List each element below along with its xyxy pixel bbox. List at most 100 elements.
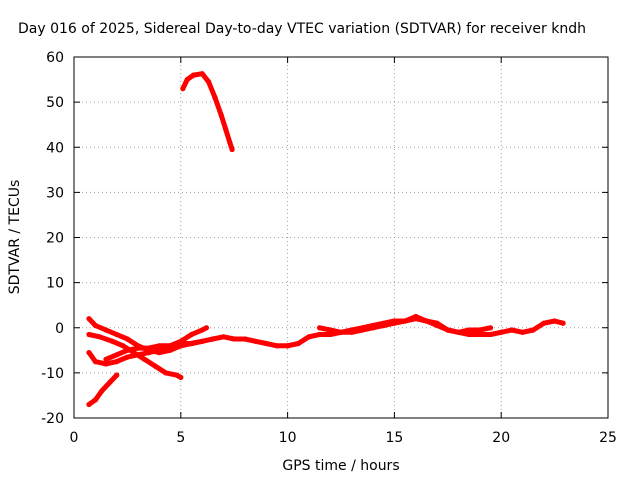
grid xyxy=(74,57,608,418)
data-point xyxy=(124,336,130,342)
data-point xyxy=(477,331,483,338)
data-point xyxy=(114,331,120,338)
data-point xyxy=(199,338,205,344)
data-point xyxy=(306,334,312,340)
data-point xyxy=(391,318,397,324)
data-point xyxy=(434,320,440,326)
data-point xyxy=(455,329,462,335)
x-tick-label: 20 xyxy=(492,430,510,446)
data-point xyxy=(231,336,237,342)
data-point xyxy=(317,331,323,338)
data-point xyxy=(466,331,472,338)
y-tick-label: 30 xyxy=(46,185,64,201)
data-point xyxy=(223,126,229,132)
axis-ticks: -20 -10 0 10 20 30 40 50 60 0 5 10 15 20 25 xyxy=(41,50,617,446)
data-point xyxy=(203,325,209,331)
x-tick-label: 15 xyxy=(385,430,403,446)
data-point xyxy=(188,331,195,338)
series-line-arc-mid-converge xyxy=(103,338,205,362)
data-point xyxy=(285,343,291,349)
data-point xyxy=(120,343,126,349)
data-point xyxy=(92,322,98,329)
data-point xyxy=(477,327,483,333)
chart-title: Day 016 of 2025, Sidereal Day-to-day VTE… xyxy=(18,21,586,37)
y-tick-label: 20 xyxy=(46,231,64,247)
data-point xyxy=(220,334,227,340)
data-point xyxy=(327,327,333,333)
data-point xyxy=(167,343,173,349)
data-point xyxy=(163,370,169,376)
data-point xyxy=(560,320,566,326)
data-point xyxy=(295,340,301,347)
y-tick-label: 50 xyxy=(46,95,64,111)
data-point xyxy=(370,322,376,329)
data-point xyxy=(135,352,141,358)
data-point xyxy=(86,401,92,408)
data-point xyxy=(552,318,558,324)
data-point xyxy=(146,345,152,351)
data-point xyxy=(402,318,408,324)
data-point xyxy=(199,327,205,333)
data-point xyxy=(274,343,280,349)
data-point xyxy=(124,354,130,360)
data-point xyxy=(86,331,92,338)
data-point xyxy=(327,331,333,338)
data-point xyxy=(103,356,109,362)
data-point xyxy=(103,327,109,333)
x-tick-label: 5 xyxy=(176,430,185,446)
data-point xyxy=(141,356,148,362)
data-point xyxy=(263,340,269,347)
data-point xyxy=(184,77,190,83)
data-point xyxy=(114,372,120,378)
data-point xyxy=(97,334,103,340)
data-point xyxy=(229,146,235,153)
y-tick-label: 10 xyxy=(46,276,64,292)
data-point xyxy=(317,325,323,331)
y-tick-label: 40 xyxy=(46,140,64,156)
data-point xyxy=(188,340,195,347)
data-point xyxy=(381,320,387,326)
data-point xyxy=(359,325,365,331)
data-point xyxy=(152,363,158,369)
data-point xyxy=(520,329,526,335)
data-point xyxy=(92,359,98,365)
data-point xyxy=(423,318,429,324)
data-point xyxy=(146,350,152,356)
data-point xyxy=(530,327,536,333)
data-point xyxy=(86,350,92,356)
data-point xyxy=(124,347,130,353)
data-point xyxy=(212,95,218,101)
data-point xyxy=(541,320,547,326)
y-tick-label: -20 xyxy=(41,411,64,427)
data-point xyxy=(114,352,120,358)
data-point xyxy=(487,325,494,331)
data-point xyxy=(99,388,105,394)
x-tick-label: 0 xyxy=(70,430,79,446)
data-point xyxy=(173,372,180,378)
data-point xyxy=(487,331,494,338)
data-point xyxy=(109,338,115,344)
data-point xyxy=(338,329,344,335)
y-tick-label: -10 xyxy=(41,366,64,382)
data-point xyxy=(413,313,419,320)
y-axis-label: SDTVAR / TECUs xyxy=(7,180,23,295)
data-point xyxy=(191,72,197,78)
data-point xyxy=(445,327,451,333)
x-tick-label: 10 xyxy=(279,430,297,446)
data-point xyxy=(199,71,205,77)
y-tick-label: 0 xyxy=(55,321,64,337)
data-point xyxy=(107,379,113,385)
data-point xyxy=(86,316,92,322)
data-point xyxy=(114,359,120,365)
series-layer xyxy=(86,71,566,408)
data-point xyxy=(156,343,162,349)
data-point xyxy=(178,374,184,380)
x-axis-label: GPS time / hours xyxy=(282,458,399,474)
data-point xyxy=(210,336,216,342)
x-tick-label: 25 xyxy=(599,430,617,446)
data-point xyxy=(156,347,162,353)
data-point xyxy=(242,336,248,342)
data-point xyxy=(92,397,98,403)
data-point xyxy=(498,329,504,335)
